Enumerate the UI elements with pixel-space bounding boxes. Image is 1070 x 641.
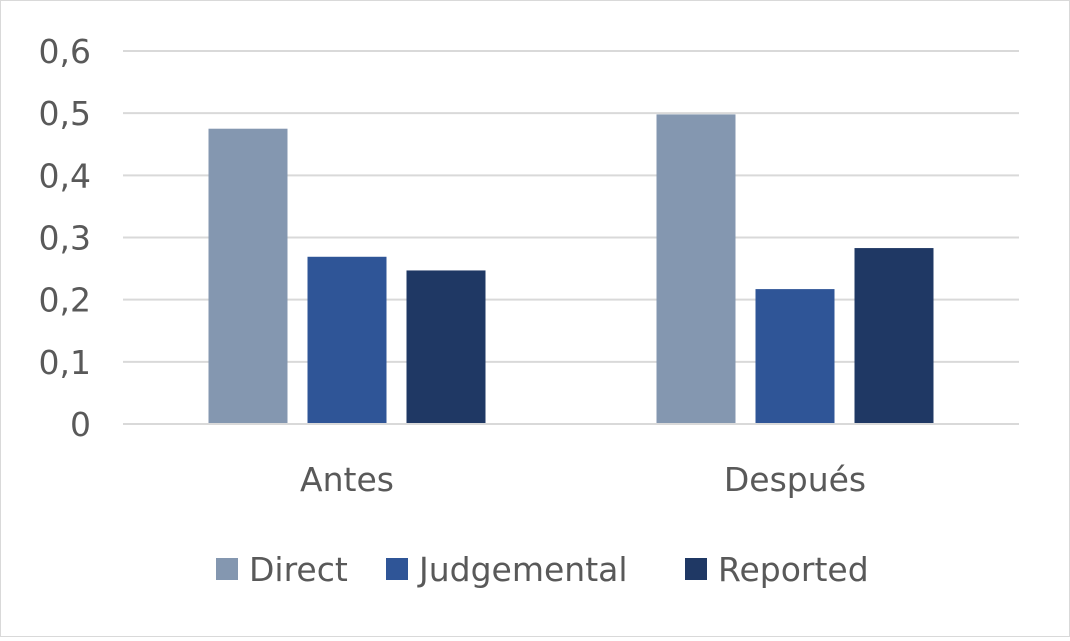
bars: [208, 114, 934, 424]
y-tick-label: 0,1: [39, 343, 91, 382]
legend-swatch-direct: [216, 558, 238, 580]
bar-direct-2: [656, 114, 736, 424]
y-tick-label: 0,5: [39, 94, 91, 133]
x-category-label: Antes: [300, 460, 394, 499]
y-tick-label: 0,2: [39, 281, 91, 320]
legend-label-reported: Reported: [718, 550, 869, 589]
bar-judgemental-1: [307, 256, 387, 424]
legend-swatch-reported: [685, 558, 707, 580]
legend-swatch-judgemental: [386, 558, 408, 580]
bar-direct-1: [208, 128, 288, 424]
legend-label-judgemental: Judgemental: [417, 550, 628, 589]
legend-label-direct: Direct: [249, 550, 348, 589]
bar-judgemental-2: [755, 289, 835, 424]
y-tick-label: 0,3: [39, 219, 91, 258]
y-axis-tick-labels: 0 0,1 0,2 0,3 0,4 0,5 0,6: [39, 32, 91, 444]
y-tick-label: 0,4: [39, 156, 91, 195]
x-category-label: Después: [724, 460, 866, 499]
y-tick-label: 0,6: [39, 32, 91, 71]
bar-reported-2: [854, 248, 934, 424]
bar-reported-1: [406, 270, 486, 424]
legend: Direct Judgemental Reported: [216, 550, 869, 589]
y-tick-label: 0: [70, 405, 91, 444]
x-axis-category-labels: Antes Después: [300, 460, 866, 499]
